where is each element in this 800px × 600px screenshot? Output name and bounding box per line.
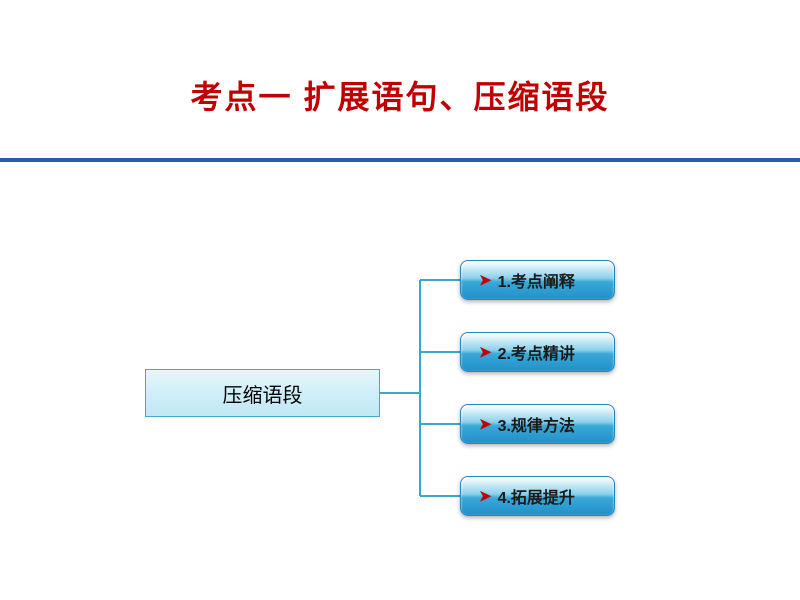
sub-node-3: ➤ 3.规律方法 [460,404,615,444]
sub-node-2: ➤ 2.考点精讲 [460,332,615,372]
chevron-right-icon: ➤ [479,271,492,289]
main-node-label: 压缩语段 [223,379,303,408]
page-title: 考点一 扩展语句、压缩语段 [0,0,800,118]
sub-node-1: ➤ 1.考点阐释 [460,260,615,300]
concept-diagram: 压缩语段 ➤ 1.考点阐释 ➤ 2.考点精讲 ➤ 3.规律方法 ➤ 4.拓展提升 [0,260,800,560]
sub-node-4: ➤ 4.拓展提升 [460,476,615,516]
title-divider [0,158,800,162]
sub-node-label: 2.考点精讲 [498,340,575,364]
sub-node-label: 1.考点阐释 [498,268,575,292]
connector-lines [0,260,800,560]
sub-node-label: 4.拓展提升 [498,484,575,508]
sub-node-label: 3.规律方法 [498,412,575,436]
chevron-right-icon: ➤ [479,487,492,505]
chevron-right-icon: ➤ [479,415,492,433]
title-text: 考点一 扩展语句、压缩语段 [191,79,610,115]
main-node: 压缩语段 [145,369,380,417]
chevron-right-icon: ➤ [479,343,492,361]
